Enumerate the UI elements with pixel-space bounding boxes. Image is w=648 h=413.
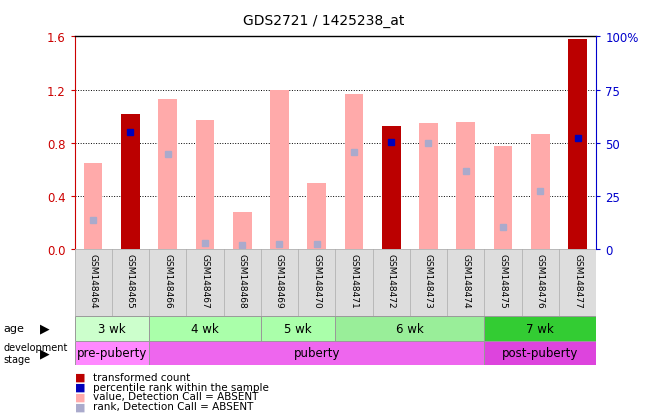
Text: GSM148464: GSM148464 xyxy=(89,253,98,308)
Text: value, Detection Call = ABSENT: value, Detection Call = ABSENT xyxy=(93,392,258,401)
Bar xyxy=(121,114,140,250)
Text: GSM148465: GSM148465 xyxy=(126,253,135,308)
Text: 7 wk: 7 wk xyxy=(526,322,554,335)
Text: GSM148472: GSM148472 xyxy=(387,253,396,308)
Text: puberty: puberty xyxy=(294,347,340,360)
Bar xyxy=(382,126,400,250)
Text: ■: ■ xyxy=(75,401,85,411)
Text: percentile rank within the sample: percentile rank within the sample xyxy=(93,382,268,392)
Bar xyxy=(84,164,102,250)
Bar xyxy=(149,316,261,341)
Text: GSM148470: GSM148470 xyxy=(312,253,321,308)
Text: GSM148467: GSM148467 xyxy=(200,253,209,308)
Bar xyxy=(531,134,550,250)
Text: GSM148469: GSM148469 xyxy=(275,253,284,308)
Bar xyxy=(233,213,251,250)
Text: 4 wk: 4 wk xyxy=(191,322,219,335)
Bar xyxy=(149,341,485,366)
Bar xyxy=(345,94,364,250)
Text: GSM148476: GSM148476 xyxy=(536,253,545,308)
Bar xyxy=(270,90,289,250)
Bar xyxy=(456,122,475,250)
Text: pre-puberty: pre-puberty xyxy=(76,347,147,360)
Bar xyxy=(419,123,438,250)
Bar xyxy=(568,40,587,250)
Bar xyxy=(485,341,596,366)
Text: ▶: ▶ xyxy=(40,322,50,335)
Text: 5 wk: 5 wk xyxy=(284,322,312,335)
Text: ■: ■ xyxy=(75,382,85,392)
Text: GSM148474: GSM148474 xyxy=(461,253,470,308)
Text: ■: ■ xyxy=(75,372,85,382)
Bar xyxy=(75,316,149,341)
Text: ▶: ▶ xyxy=(40,347,50,360)
Text: GSM148468: GSM148468 xyxy=(238,253,247,308)
Text: GSM148471: GSM148471 xyxy=(349,253,358,308)
Bar xyxy=(485,316,596,341)
Text: rank, Detection Call = ABSENT: rank, Detection Call = ABSENT xyxy=(93,401,253,411)
Text: GSM148473: GSM148473 xyxy=(424,253,433,308)
Text: 3 wk: 3 wk xyxy=(98,322,126,335)
Text: post-puberty: post-puberty xyxy=(502,347,579,360)
Bar xyxy=(75,341,149,366)
Text: age: age xyxy=(3,323,24,333)
Bar xyxy=(158,100,177,250)
Bar xyxy=(336,316,485,341)
Text: transformed count: transformed count xyxy=(93,372,190,382)
Bar xyxy=(261,316,336,341)
Bar xyxy=(307,183,326,250)
Bar xyxy=(196,121,214,250)
Text: development
stage: development stage xyxy=(3,342,67,364)
Bar xyxy=(494,146,513,250)
Text: ■: ■ xyxy=(75,392,85,401)
Text: GSM148475: GSM148475 xyxy=(498,253,507,308)
Text: GSM148477: GSM148477 xyxy=(573,253,582,308)
Text: GSM148466: GSM148466 xyxy=(163,253,172,308)
Text: 6 wk: 6 wk xyxy=(396,322,424,335)
Text: GDS2721 / 1425238_at: GDS2721 / 1425238_at xyxy=(243,14,405,28)
